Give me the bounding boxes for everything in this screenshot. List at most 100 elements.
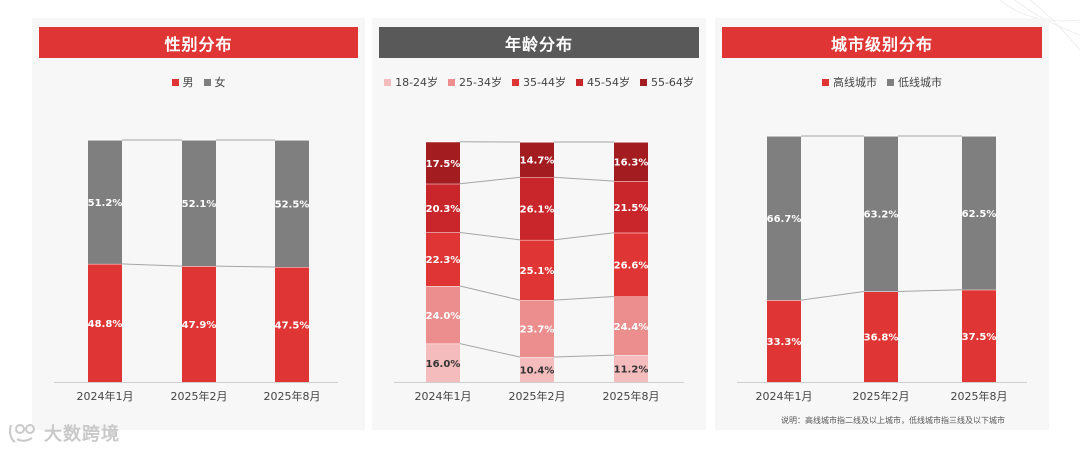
bar-segment bbox=[520, 357, 554, 382]
data-label: 52.1% bbox=[182, 199, 217, 210]
age-chart: 16.0% 24.0% 22.3% 20.3% 17.5% 10.4% 23.7% 25.1%… bbox=[394, 141, 684, 403]
city-tier-chart: 33.3% 66.7% 36.8% 63.2% 37.5% 62.5% 2024年1月 202… bbox=[737, 135, 1027, 403]
legend-item-age-18-24: 18-24岁 bbox=[384, 74, 438, 90]
bar-segment bbox=[962, 136, 996, 290]
x-tick-label: 2024年1月 bbox=[415, 389, 472, 403]
gender-title-banner: 性别分布 bbox=[39, 27, 358, 58]
connector-line bbox=[553, 176, 615, 182]
bar-segment bbox=[426, 183, 460, 233]
legend-item-low-tier: 低线城市 bbox=[887, 74, 942, 90]
bar-segment bbox=[864, 291, 898, 382]
legend-item-age-25-34: 25-34岁 bbox=[448, 74, 502, 90]
legend-item-female: 女 bbox=[203, 74, 226, 90]
data-label: 62.5% bbox=[962, 209, 997, 220]
data-label: 33.3% bbox=[767, 337, 802, 348]
bar-segment bbox=[275, 140, 309, 268]
legend-swatch-high-tier bbox=[822, 78, 829, 86]
connector-line bbox=[121, 263, 183, 267]
data-label: 24.4% bbox=[614, 322, 649, 333]
bar-segment bbox=[962, 289, 996, 382]
data-label: 11.2% bbox=[614, 365, 649, 376]
legend-item-high-tier: 高线城市 bbox=[822, 74, 877, 90]
watermark-text: 大数跨境 bbox=[44, 424, 120, 445]
data-label: 24.0% bbox=[426, 311, 461, 322]
data-label: 51.2% bbox=[88, 198, 123, 209]
data-label: 36.8% bbox=[864, 333, 899, 344]
age-legend: 18-24岁 25-34岁 35-44岁 45-54岁 55-64岁 bbox=[372, 74, 706, 90]
city-tier-title-banner: 城市级别分布 bbox=[722, 27, 1042, 58]
legend-swatch-age-55-64 bbox=[639, 78, 647, 86]
watermark: 大数跨境 bbox=[8, 420, 120, 446]
bar-segment bbox=[614, 296, 648, 356]
legend-label-age-55-64: 55-64岁 bbox=[650, 76, 694, 89]
gender-panel: 性别分布 男 女 48.8% 51.2% 47.9% 52.1% 47.5% 52.5% 2… bbox=[32, 18, 365, 430]
bar-segment bbox=[520, 177, 554, 240]
legend-swatch-age-35-44 bbox=[512, 78, 520, 86]
x-tick-label: 2025年2月 bbox=[853, 389, 910, 403]
data-label: 20.3% bbox=[426, 204, 461, 215]
bar-segment bbox=[182, 266, 216, 382]
data-label: 26.1% bbox=[520, 205, 555, 216]
age-title-banner: 年龄分布 bbox=[379, 27, 699, 58]
legend-label-age-18-24: 18-24岁 bbox=[395, 76, 439, 89]
data-label: 47.9% bbox=[182, 320, 217, 331]
connector-line bbox=[459, 343, 521, 358]
data-label: 16.0% bbox=[426, 359, 461, 370]
bar-segment bbox=[614, 142, 648, 182]
legend-swatch-female bbox=[203, 78, 211, 86]
bar-segment bbox=[426, 286, 460, 344]
bar-segment bbox=[426, 343, 460, 382]
gender-legend: 男 女 bbox=[32, 74, 365, 90]
age-panel: 年龄分布 18-24岁 25-34岁 35-44岁 45-54岁 55-64岁 … bbox=[372, 18, 706, 430]
legend-item-male: 男 bbox=[171, 74, 194, 90]
x-tick-label: 2024年1月 bbox=[756, 389, 813, 403]
data-label: 47.5% bbox=[275, 321, 310, 332]
legend-item-age-35-44: 35-44岁 bbox=[512, 74, 566, 90]
data-label: 10.4% bbox=[520, 366, 555, 377]
bar-segment bbox=[182, 140, 216, 267]
bar-segment bbox=[88, 140, 122, 264]
connector-line bbox=[553, 354, 615, 358]
watermark-logo-icon bbox=[9, 424, 35, 443]
gender-chart: 48.8% 51.2% 47.9% 52.1% 47.5% 52.5% 2024年1月 202… bbox=[54, 139, 338, 403]
bar-segment bbox=[614, 355, 648, 382]
legend-item-age-55-64: 55-64岁 bbox=[639, 74, 694, 90]
data-label: 23.7% bbox=[520, 325, 555, 336]
legend-swatch-age-25-34 bbox=[448, 78, 456, 86]
bar-segment bbox=[88, 263, 122, 382]
legend-swatch-age-45-54 bbox=[575, 78, 583, 86]
legend-label-age-35-44: 35-44岁 bbox=[523, 76, 566, 89]
legend-swatch-male bbox=[171, 78, 179, 86]
data-label: 17.5% bbox=[426, 159, 461, 170]
connector-line bbox=[459, 176, 521, 185]
legend-label-high-tier: 高线城市 bbox=[833, 76, 877, 89]
legend-label-age-25-34: 25-34岁 bbox=[459, 76, 503, 89]
x-tick-label: 2025年2月 bbox=[509, 389, 566, 403]
connector-line bbox=[215, 265, 276, 268]
data-label: 22.3% bbox=[426, 255, 461, 266]
data-label: 14.7% bbox=[520, 156, 555, 167]
bar-segment bbox=[767, 136, 801, 301]
connector-line bbox=[897, 289, 963, 292]
data-label: 52.5% bbox=[275, 200, 310, 211]
x-tick-label: 2025年2月 bbox=[171, 389, 228, 403]
legend-swatch-low-tier bbox=[887, 78, 894, 86]
data-label: 16.3% bbox=[614, 158, 649, 169]
connector-line bbox=[459, 285, 521, 301]
city-tier-legend: 高线城市 低线城市 bbox=[715, 74, 1049, 90]
bar-segment bbox=[426, 141, 460, 184]
x-tick-label: 2025年8月 bbox=[951, 389, 1008, 403]
city-tier-panel: 城市级别分布 高线城市 低线城市 33.3% 66.7% 36.8% 63.2% 37.… bbox=[715, 18, 1049, 430]
bar-segment bbox=[426, 232, 460, 286]
bar-segment bbox=[520, 239, 554, 301]
legend-label-male: 男 bbox=[182, 76, 194, 89]
bar-segment bbox=[520, 300, 554, 358]
data-label: 25.1% bbox=[520, 266, 555, 277]
legend-label-female: 女 bbox=[214, 76, 226, 89]
connector-line bbox=[553, 296, 615, 301]
data-label: 48.8% bbox=[88, 319, 123, 330]
connector-line bbox=[800, 290, 865, 301]
x-tick-label: 2025年8月 bbox=[603, 389, 660, 403]
bar-segment bbox=[275, 267, 309, 382]
data-label: 63.2% bbox=[864, 210, 899, 221]
